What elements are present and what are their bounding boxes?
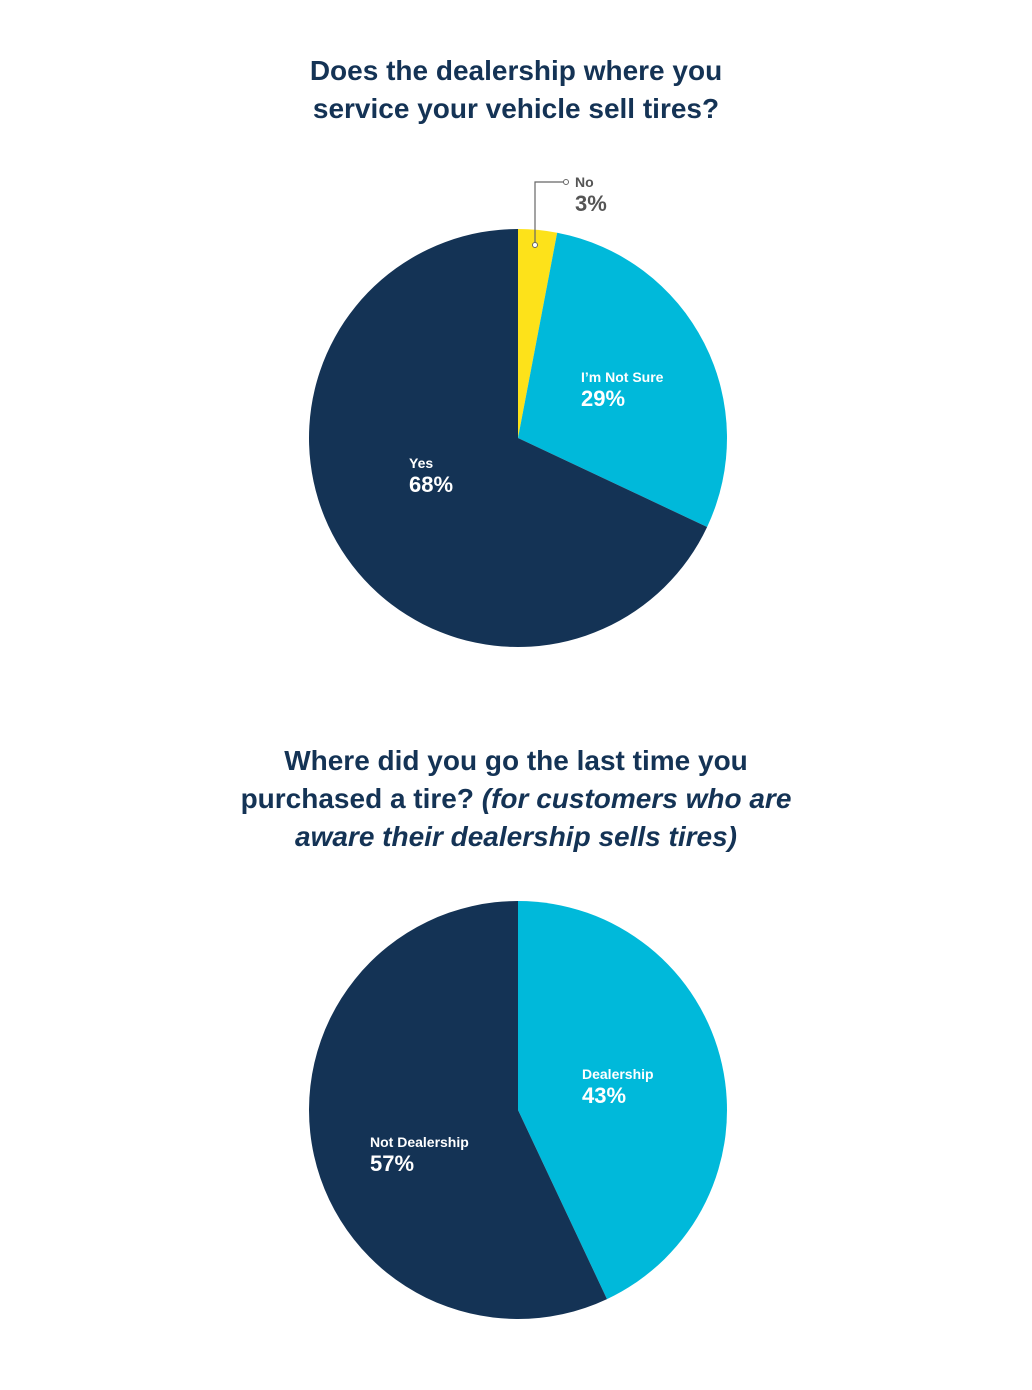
slice-label-yes-value: 68%: [409, 472, 454, 497]
pie-slice-yes: [308, 229, 708, 647]
slice-label-not-sure-name: I’m Not Sure: [581, 369, 664, 385]
slice-label-not-dealership-name: Not Dealership: [370, 1134, 469, 1150]
slice-label-yes-name: Yes: [409, 455, 434, 471]
chart1-pie: [308, 179, 727, 647]
slice-label-not-sure: I’m Not Sure 29%: [581, 368, 663, 412]
slice-label-no: No 3%: [575, 173, 607, 217]
chart2-title-line2-regular: purchased a tire?: [240, 783, 482, 814]
chart1-title-line2: service your vehicle sell tires?: [312, 93, 720, 124]
slice-label-not-sure-value: 29%: [581, 386, 626, 411]
slice-label-dealership: Dealership 43%: [582, 1065, 654, 1109]
chart2-title-line1: Where did you go the last time you: [284, 745, 748, 776]
slice-label-no-name: No: [575, 174, 594, 190]
chart1-title: Does the dealership where you service yo…: [0, 52, 1032, 128]
chart2-title-line2-italic: (for customers who are: [481, 783, 792, 814]
chart2-title-line3: aware their dealership sells tires): [295, 821, 737, 852]
chart2-slices: [309, 901, 727, 1319]
chart1-slices: [308, 229, 727, 647]
slice-label-not-dealership-value: 57%: [370, 1151, 415, 1176]
slice-label-not-dealership: Not Dealership 57%: [370, 1133, 469, 1177]
pie-slice-i-m-not-sure: [518, 232, 727, 527]
slice-label-dealership-value: 43%: [582, 1083, 627, 1108]
chart1-title-line1: Does the dealership where you: [309, 55, 723, 86]
chart2-title-line2: purchased a tire? (for customers who are: [0, 780, 1032, 818]
slice-label-yes: Yes 68%: [409, 454, 453, 498]
pie-slice-not-dealership: [309, 901, 607, 1319]
chart2-title: Where did you go the last time you purch…: [0, 742, 1032, 856]
slice-label-dealership-name: Dealership: [582, 1066, 654, 1082]
slice-label-no-value: 3%: [575, 191, 607, 216]
pie-slice-no: [518, 229, 558, 438]
no-callout-line: [532, 179, 569, 248]
pie-slice-dealership: [518, 901, 727, 1300]
